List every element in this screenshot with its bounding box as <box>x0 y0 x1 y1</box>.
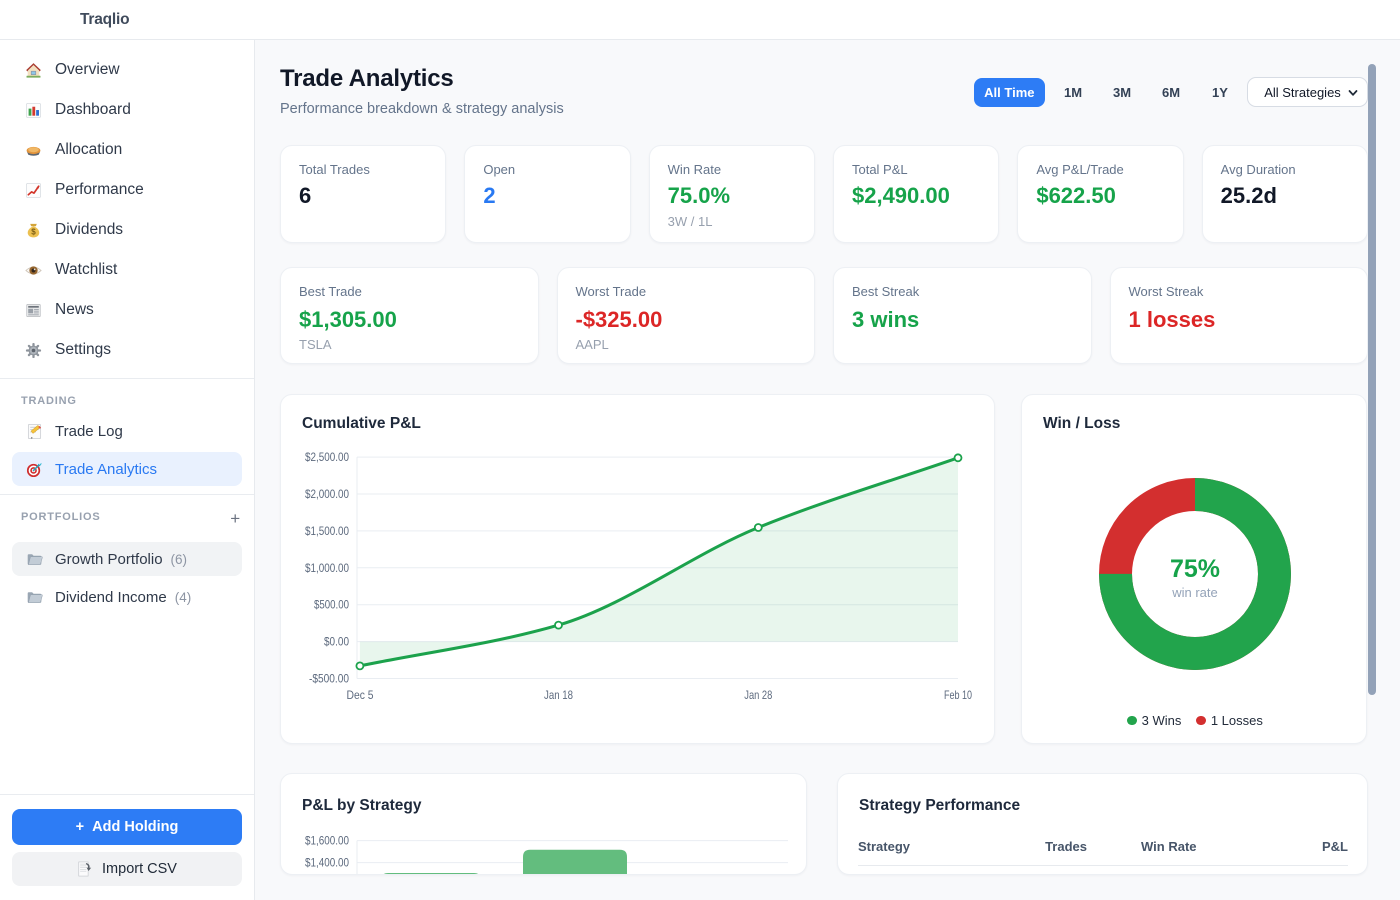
svg-text:$1,600.00: $1,600.00 <box>305 834 349 848</box>
svg-text:Jan 28: Jan 28 <box>744 688 772 702</box>
svg-text:-$500.00: -$500.00 <box>309 672 349 686</box>
svg-text:$1,400.00: $1,400.00 <box>305 856 349 870</box>
svg-text:Dec 5: Dec 5 <box>347 688 374 702</box>
svg-text:Jan 18: Jan 18 <box>544 688 573 702</box>
svg-text:$0.00: $0.00 <box>324 635 349 649</box>
svg-text:$2,500.00: $2,500.00 <box>305 450 349 464</box>
svg-text:Feb 10: Feb 10 <box>944 688 972 702</box>
svg-text:$: $ <box>31 227 36 236</box>
svg-text:$1,500.00: $1,500.00 <box>305 524 349 538</box>
svg-text:$500.00: $500.00 <box>314 598 349 612</box>
svg-text:$1,000.00: $1,000.00 <box>305 561 349 575</box>
svg-text:$2,000.00: $2,000.00 <box>305 487 349 501</box>
